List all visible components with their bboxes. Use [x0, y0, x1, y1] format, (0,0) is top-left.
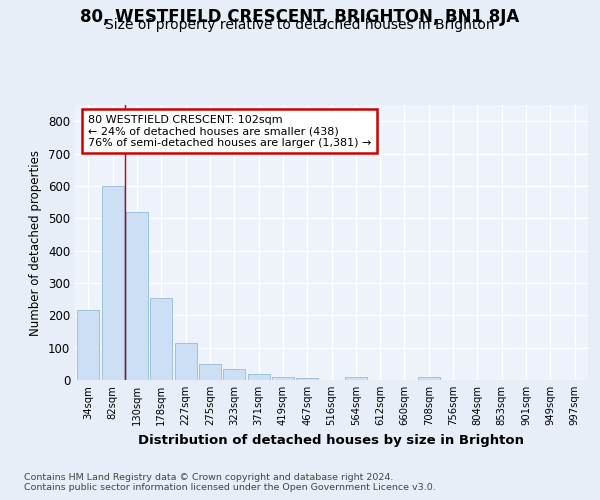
Y-axis label: Number of detached properties: Number of detached properties: [29, 150, 43, 336]
Bar: [223, 370, 245, 380]
Text: 80 WESTFIELD CRESCENT: 102sqm
← 24% of detached houses are smaller (438)
76% of : 80 WESTFIELD CRESCENT: 102sqm ← 24% of d…: [88, 114, 371, 148]
Bar: [296, 378, 318, 380]
Bar: [175, 343, 197, 380]
Bar: [418, 378, 440, 380]
Text: Size of property relative to detached houses in Brighton: Size of property relative to detached ho…: [105, 18, 495, 32]
Bar: [272, 377, 294, 380]
Bar: [102, 186, 124, 380]
Bar: [126, 212, 148, 380]
Bar: [151, 298, 172, 380]
Bar: [77, 310, 100, 380]
Text: Contains HM Land Registry data © Crown copyright and database right 2024.
Contai: Contains HM Land Registry data © Crown c…: [24, 473, 436, 492]
Bar: [248, 374, 269, 380]
Bar: [199, 364, 221, 380]
X-axis label: Distribution of detached houses by size in Brighton: Distribution of detached houses by size …: [139, 434, 524, 446]
Bar: [345, 378, 367, 380]
Text: 80, WESTFIELD CRESCENT, BRIGHTON, BN1 8JA: 80, WESTFIELD CRESCENT, BRIGHTON, BN1 8J…: [80, 8, 520, 26]
